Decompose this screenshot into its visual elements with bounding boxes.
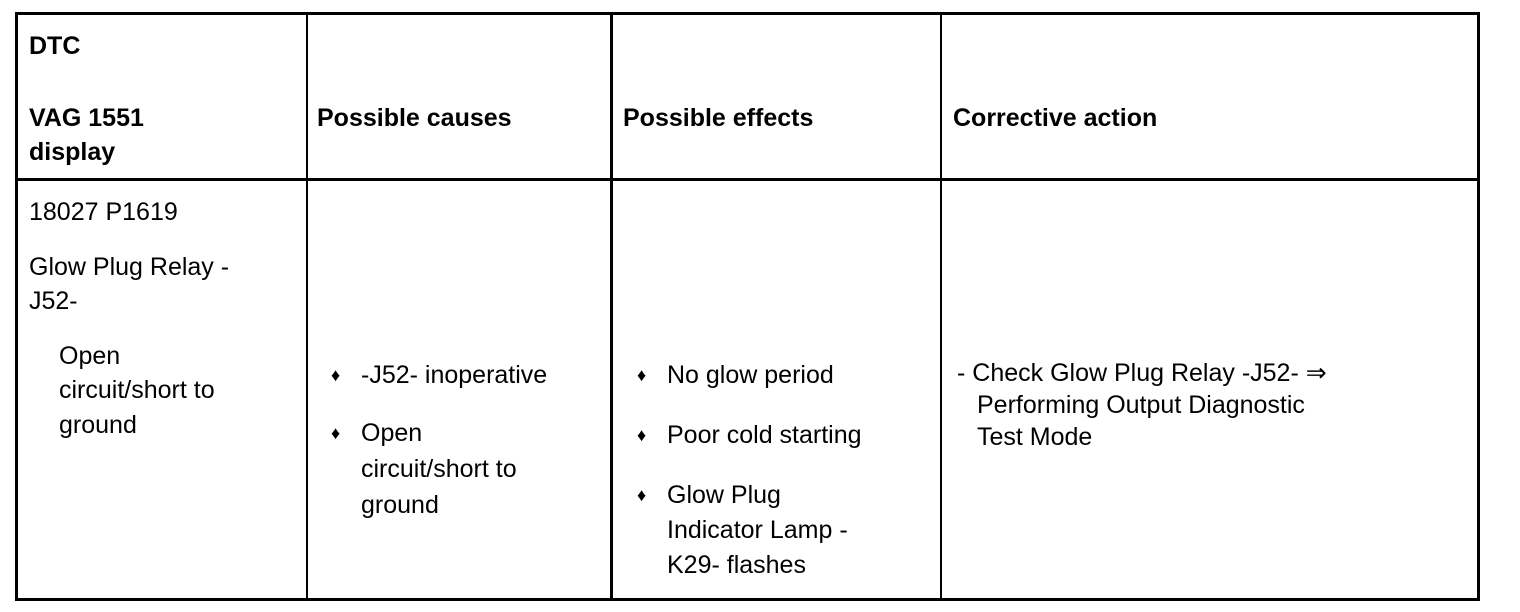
column-divider xyxy=(306,15,308,598)
diamond-bullet-icon: ♦ xyxy=(331,365,341,385)
header-causes: Possible causes xyxy=(317,104,512,132)
fault-line: ground xyxy=(59,411,137,439)
header-divider xyxy=(18,178,1477,181)
fault-line: circuit/short to xyxy=(59,376,215,404)
action-line: Test Mode xyxy=(977,423,1093,451)
column-divider xyxy=(610,15,613,598)
diamond-bullet-icon: ♦ xyxy=(331,423,341,443)
diamond-bullet-icon: ♦ xyxy=(637,425,647,445)
component-2: J52- xyxy=(29,287,78,315)
header-display-2: display xyxy=(29,138,116,166)
component-1: Glow Plug Relay - xyxy=(29,253,230,281)
dtc-table: DTC VAG 1551 display Possible causes Pos… xyxy=(15,12,1480,601)
diamond-bullet-icon: ♦ xyxy=(637,365,647,385)
column-divider xyxy=(940,15,942,598)
header-effects: Possible effects xyxy=(623,104,814,132)
dtc-code: 18027 P1619 xyxy=(29,198,178,226)
action-line: Performing Output Diagnostic xyxy=(977,391,1305,419)
header-action: Corrective action xyxy=(953,104,1158,132)
diamond-bullet-icon: ♦ xyxy=(637,485,647,505)
fault-line: Open xyxy=(59,342,121,370)
header-dtc: DTC xyxy=(29,32,81,60)
action-line: - Check Glow Plug Relay -J52- ⇒ xyxy=(957,359,1327,387)
header-display-1: VAG 1551 xyxy=(29,104,144,132)
